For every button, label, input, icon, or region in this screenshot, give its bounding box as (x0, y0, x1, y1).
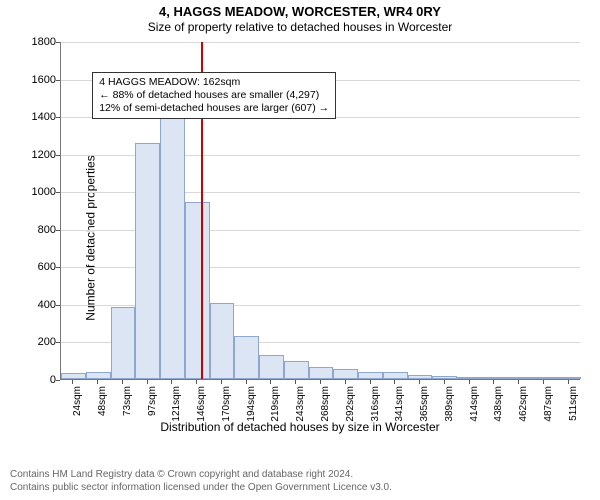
x-tick-label: 194sqm (246, 386, 257, 446)
histogram-bar (333, 369, 358, 379)
chart-title-sub: Size of property relative to detached ho… (0, 20, 600, 34)
y-tick-label: 1800 (6, 36, 56, 48)
x-tick-label: 170sqm (221, 386, 232, 446)
histogram-bar (185, 202, 210, 379)
annotation-line2: ← 88% of detached houses are smaller (4,… (99, 89, 329, 102)
histogram-bar (259, 355, 284, 379)
histogram-bar (234, 336, 259, 379)
histogram-bar (61, 373, 86, 379)
histogram-bar (482, 377, 507, 379)
histogram-bar (531, 377, 556, 379)
histogram-bar (309, 367, 334, 379)
histogram-bar (358, 372, 383, 380)
x-tick-label: 24sqm (72, 386, 83, 446)
x-axis-label: Distribution of detached houses by size … (0, 420, 600, 434)
histogram-bar (135, 143, 160, 379)
y-tick-label: 800 (6, 224, 56, 236)
footer-line1: Contains HM Land Registry data © Crown c… (10, 469, 592, 482)
histogram-bar (556, 377, 581, 379)
x-tick-label: 462sqm (518, 386, 529, 446)
y-tick-label: 400 (6, 299, 56, 311)
x-tick-label: 219sqm (270, 386, 281, 446)
x-tick-label: 414sqm (469, 386, 480, 446)
x-tick-label: 487sqm (543, 386, 554, 446)
y-tick-label: 1000 (6, 186, 56, 198)
footer-attribution: Contains HM Land Registry data © Crown c… (0, 465, 600, 500)
x-tick-label: 268sqm (320, 386, 331, 446)
histogram-bar (160, 118, 185, 379)
x-tick-label: 146sqm (196, 386, 207, 446)
x-tick-label: 389sqm (444, 386, 455, 446)
x-tick-label: 438sqm (493, 386, 504, 446)
histogram-bar (86, 372, 111, 380)
y-tick-label: 1400 (6, 111, 56, 123)
y-tick-label: 1600 (6, 74, 56, 86)
annotation-line1: 4 HAGGS MEADOW: 162sqm (99, 76, 329, 89)
x-tick-label: 121sqm (171, 386, 182, 446)
x-tick-label: 243sqm (295, 386, 306, 446)
x-tick-label: 316sqm (370, 386, 381, 446)
histogram-bar (408, 375, 433, 379)
x-tick-label: 73sqm (122, 386, 133, 446)
x-tick-label: 341sqm (394, 386, 405, 446)
x-tick-label: 48sqm (97, 386, 108, 446)
x-tick-label: 97sqm (147, 386, 158, 446)
histogram-bar (383, 372, 408, 379)
footer-line2: Contains public sector information licen… (10, 482, 592, 495)
x-tick-label: 292sqm (345, 386, 356, 446)
annotation-line3: 12% of semi-detached houses are larger (… (99, 102, 329, 115)
x-tick-label: 511sqm (568, 386, 579, 446)
histogram-bar (432, 376, 457, 379)
histogram-bar (284, 361, 309, 379)
histogram-bar (457, 377, 482, 379)
chart-title-main: 4, HAGGS MEADOW, WORCESTER, WR4 0RY (0, 4, 600, 19)
histogram-bar (210, 303, 235, 379)
histogram-bar (507, 377, 532, 379)
y-tick-label: 600 (6, 261, 56, 273)
annotation-box: 4 HAGGS MEADOW: 162sqm ← 88% of detached… (92, 72, 336, 119)
x-tick-label: 365sqm (419, 386, 430, 446)
y-tick-label: 200 (6, 336, 56, 348)
histogram-bar (111, 307, 136, 379)
chart-area: Number of detached properties 0200400600… (0, 36, 600, 440)
chart-titles: 4, HAGGS MEADOW, WORCESTER, WR4 0RY Size… (0, 0, 600, 34)
y-tick-label: 0 (6, 374, 56, 386)
y-tick-label: 1200 (6, 149, 56, 161)
